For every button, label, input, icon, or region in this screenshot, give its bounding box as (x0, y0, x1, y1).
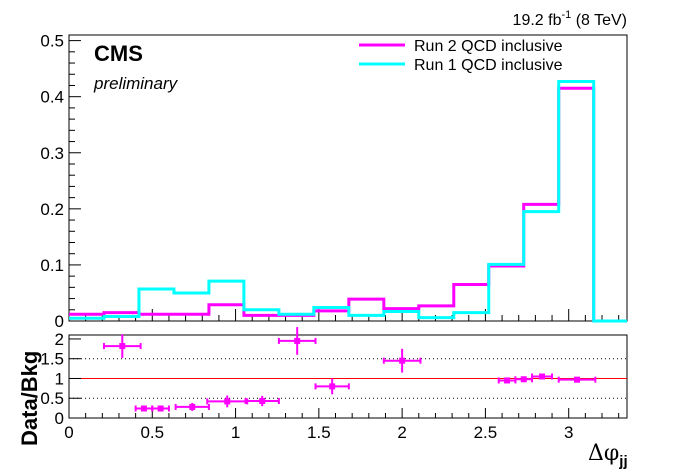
preliminary-label: preliminary (93, 74, 179, 93)
lumi-label: 19.2 fb-1 (8 TeV) (513, 9, 627, 29)
top-y-tick-label: 0.2 (40, 200, 64, 219)
legend-label-run2: Run 2 QCD inclusive (414, 38, 563, 55)
ratio-point (244, 395, 280, 407)
ratio-y-tick-label: 2 (55, 330, 64, 349)
ratio-y-tick-label: 0.5 (40, 389, 64, 408)
ratio-panel-frame (68, 334, 628, 419)
ratio-axis-ticks: 00.511.520 0.5 1 1.5 2 2.5 3 (40, 330, 620, 442)
legend: Run 2 QCD inclusive Run 1 QCD inclusive (359, 38, 563, 74)
ratio-point-marker (189, 403, 196, 410)
top-panel-frame (68, 34, 628, 322)
top-y-tick-label: 0.4 (40, 88, 64, 107)
ratio-point-marker (329, 383, 336, 390)
ratio-y-tick-label: 0 (55, 409, 64, 428)
ratio-x-tick-label: 1 (231, 423, 240, 442)
top-y-tick-label: 0.1 (40, 256, 64, 275)
x-axis-label: Δφjj (588, 441, 628, 470)
ratio-y-tick-label: 1 (55, 369, 64, 388)
top-y-tick-label: 0 (55, 312, 64, 331)
ratio-point (174, 402, 210, 411)
legend-label-run1: Run 1 QCD inclusive (414, 57, 563, 74)
series-run2-step-line (69, 86, 627, 323)
ratio-point-marker (119, 343, 126, 350)
ratio-point-marker (294, 337, 301, 344)
ratio-point (151, 405, 170, 412)
ratio-points (102, 327, 597, 412)
ratio-y-tick-label: 1.5 (40, 350, 64, 369)
ratio-point (277, 327, 317, 355)
ratio-x-tick-label: 2.5 (474, 423, 498, 442)
ratio-point-marker (539, 373, 546, 380)
ratio-point-marker (399, 357, 406, 364)
ratio-point-marker (574, 376, 581, 383)
ratio-reference-lines (69, 358, 627, 399)
ratio-point-marker (259, 398, 266, 405)
ratio-x-tick-label: 2 (397, 423, 406, 442)
ratio-point (102, 334, 142, 358)
ratio-point (314, 378, 350, 395)
ratio-point (557, 376, 597, 383)
cms-label: CMS (94, 41, 143, 66)
ratio-y-axis-label: Data/Bkg (17, 351, 42, 446)
ratio-point-marker (224, 398, 231, 405)
ratio-point-marker (157, 405, 164, 412)
ratio-point-marker (140, 405, 147, 412)
histogram-series (69, 80, 627, 323)
ratio-point (134, 405, 154, 412)
ratio-x-tick-label: 0.5 (140, 423, 164, 442)
ratio-point-marker (504, 377, 511, 384)
top-axis-ticks: 0 0.1 0.2 0.3 0.4 0.5 (40, 32, 620, 331)
ratio-x-tick-label: 3 (564, 423, 573, 442)
ratio-x-tick-label: 1.5 (307, 423, 331, 442)
ratio-x-tick-label: 0 (64, 423, 73, 442)
ratio-point (531, 373, 554, 380)
ratio-point-marker (520, 376, 527, 383)
top-y-tick-label: 0.3 (40, 144, 64, 163)
ratio-point (206, 395, 249, 408)
ratio-point (382, 348, 422, 373)
ratio-point (514, 376, 534, 383)
series-run1-step-line (69, 80, 627, 323)
top-y-tick-label: 0.5 (40, 32, 64, 51)
